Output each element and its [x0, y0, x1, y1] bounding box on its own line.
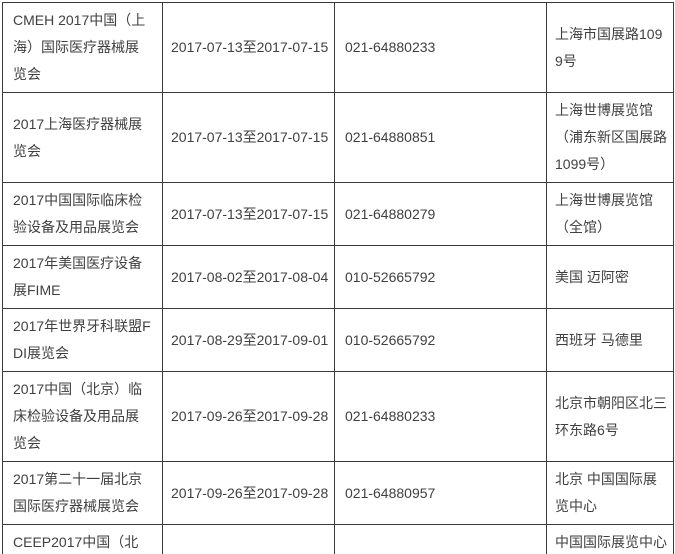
exhibition-name-cell: CEEP2017中国（北京）临床检验设备及用品展览会	[2, 524, 163, 554]
exhibition-location-cell: 北京市朝阳区北三环东路6号	[546, 371, 674, 462]
table-row: 2017上海医疗器械展览会 2017-07-13至2017-07-15 021-…	[2, 92, 674, 183]
exhibition-dates-cell: 2017-08-02至2017-08-04	[162, 245, 335, 309]
exhibition-phone-cell: 021-64880233	[334, 2, 547, 93]
exhibition-dates-cell: 2017-09-26至2017-09-28	[162, 524, 335, 554]
table-row: 2017年美国医疗设备展FIME 2017-08-02至2017-08-04 0…	[2, 245, 674, 309]
exhibition-location-cell: 上海市国展路1099号	[546, 2, 674, 93]
exhibition-dates-cell: 2017-07-13至2017-07-15	[162, 92, 335, 183]
exhibition-location-cell: 西班牙 马德里	[546, 308, 674, 372]
exhibition-location-cell: 上海世博展览馆（全馆）	[546, 182, 674, 246]
exhibition-phone-cell: 021-64880279	[334, 182, 547, 246]
table-row: 2017中国（北京）临床检验设备及用品展览会 2017-09-26至2017-0…	[2, 371, 674, 462]
exhibition-phone-cell: 010-52665792	[334, 308, 547, 372]
exhibition-dates-cell: 2017-08-29至2017-09-01	[162, 308, 335, 372]
exhibition-dates-cell: 2017-07-13至2017-07-15	[162, 2, 335, 93]
exhibition-name-cell: 2017第二十一届北京国际医疗器械展览会	[2, 461, 163, 525]
exhibition-location-cell: 北京 中国国际展览中心	[546, 461, 674, 525]
table-row: 2017年世界牙科联盟FDI展览会 2017-08-29至2017-09-01 …	[2, 308, 674, 372]
table-row: 2017第二十一届北京国际医疗器械展览会 2017-09-26至2017-09-…	[2, 461, 674, 525]
exhibition-name-cell: 2017年美国医疗设备展FIME	[2, 245, 163, 309]
exhibition-name-cell: 2017中国（北京）临床检验设备及用品展览会	[2, 371, 163, 462]
exhibition-phone-cell: 021-64880072	[334, 524, 547, 554]
exhibition-dates-cell: 2017-09-26至2017-09-28	[162, 461, 335, 525]
exhibition-location-cell: 中国国际展览中心（朝阳区北三环东路6号）	[546, 524, 674, 554]
exhibition-phone-cell: 010-52665792	[334, 245, 547, 309]
exhibition-location-cell: 美国 迈阿密	[546, 245, 674, 309]
exhibition-name-cell: 2017年世界牙科联盟FDI展览会	[2, 308, 163, 372]
table-row: CMEH 2017中国（上海）国际医疗器械展览会 2017-07-13至2017…	[2, 2, 674, 93]
exhibition-phone-cell: 021-64880851	[334, 92, 547, 183]
table-row: CEEP2017中国（北京）临床检验设备及用品展览会 2017-09-26至20…	[2, 524, 674, 554]
exhibition-phone-cell: 021-64880233	[334, 371, 547, 462]
exhibition-name-cell: CMEH 2017中国（上海）国际医疗器械展览会	[2, 2, 163, 93]
exhibition-dates-cell: 2017-09-26至2017-09-28	[162, 371, 335, 462]
exhibition-name-cell: 2017中国国际临床检验设备及用品展览会	[2, 182, 163, 246]
exhibition-location-cell: 上海世博展览馆（浦东新区国展路1099号）	[546, 92, 674, 183]
exhibition-dates-cell: 2017-07-13至2017-07-15	[162, 182, 335, 246]
exhibition-phone-cell: 021-64880957	[334, 461, 547, 525]
exhibition-name-cell: 2017上海医疗器械展览会	[2, 92, 163, 183]
table-row: 2017中国国际临床检验设备及用品展览会 2017-07-13至2017-07-…	[2, 182, 674, 246]
